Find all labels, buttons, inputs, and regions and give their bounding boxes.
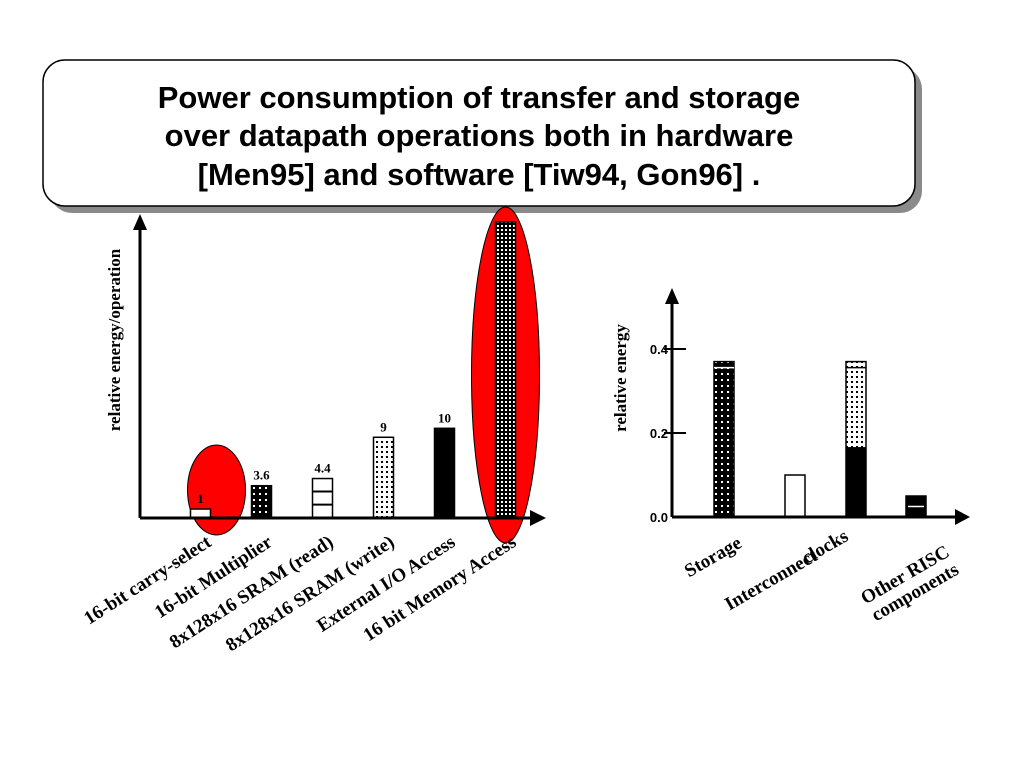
y-tick-label: 0.2: [650, 426, 668, 441]
title-line-2: over datapath operations both in hardwar…: [165, 118, 794, 153]
left-bar-chart: relative energy/operation 1 3.6 4.4 9 10 16-…: [80, 206, 546, 656]
left-bars: [189, 221, 517, 519]
right-y-axis-arrow: [665, 288, 679, 304]
right-bars: [713, 360, 927, 518]
bar-group: [433, 427, 456, 519]
bar-segment: [846, 447, 866, 517]
bar: [784, 474, 806, 518]
bar: [250, 484, 273, 519]
data-label: 3.6: [253, 468, 270, 483]
bar-group: [311, 477, 334, 519]
category-label-line: Storage: [681, 533, 745, 582]
y-tick-label: 0.0: [650, 510, 668, 525]
highlight-ellipse: [187, 444, 246, 536]
category-label: clocks: [799, 526, 852, 569]
title-line-1: Power consumption of transfer and storag…: [158, 80, 800, 115]
y-tick-label: 0.4: [650, 342, 669, 357]
bar-group: [250, 484, 273, 519]
right-y-ticks: 0.0 0.2 0.4: [650, 342, 686, 525]
bar-group: [372, 436, 395, 519]
bar: [433, 427, 456, 519]
right-y-axis-label: relative energy: [611, 324, 630, 432]
left-y-axis-arrow: [133, 214, 147, 230]
title-box: Power consumption of transfer and storag…: [42, 59, 922, 213]
bar: [372, 436, 395, 519]
highlight-ellipses: [187, 206, 540, 544]
bar: [311, 477, 334, 519]
data-label: 4.4: [314, 461, 331, 476]
data-label: 10: [438, 410, 451, 425]
bar-group: [784, 474, 806, 518]
category-label: Other RISCcomponents: [857, 542, 963, 627]
bar: [494, 221, 517, 519]
title-line-3: [Men95] and software [Tiw94, Gon96] .: [198, 157, 761, 192]
data-label: 9: [380, 419, 387, 434]
category-label: Storage: [681, 533, 745, 582]
left-x-axis-arrow: [530, 510, 546, 526]
bar: [713, 360, 735, 518]
bar-group: [713, 360, 735, 518]
bar-group: [845, 360, 867, 518]
left-y-axis-label: relative energy/operation: [105, 248, 124, 431]
category-label-line: clocks: [799, 526, 852, 569]
bar-group: [905, 495, 927, 518]
right-bar-chart: 0.0 0.2 0.4 relative energy StorageInterco…: [611, 288, 970, 626]
bar-group: [494, 221, 517, 519]
data-label: 1: [197, 491, 204, 506]
left-data-labels: 1 3.6 4.4 9 10: [197, 410, 451, 506]
right-x-axis-arrow: [955, 509, 970, 525]
